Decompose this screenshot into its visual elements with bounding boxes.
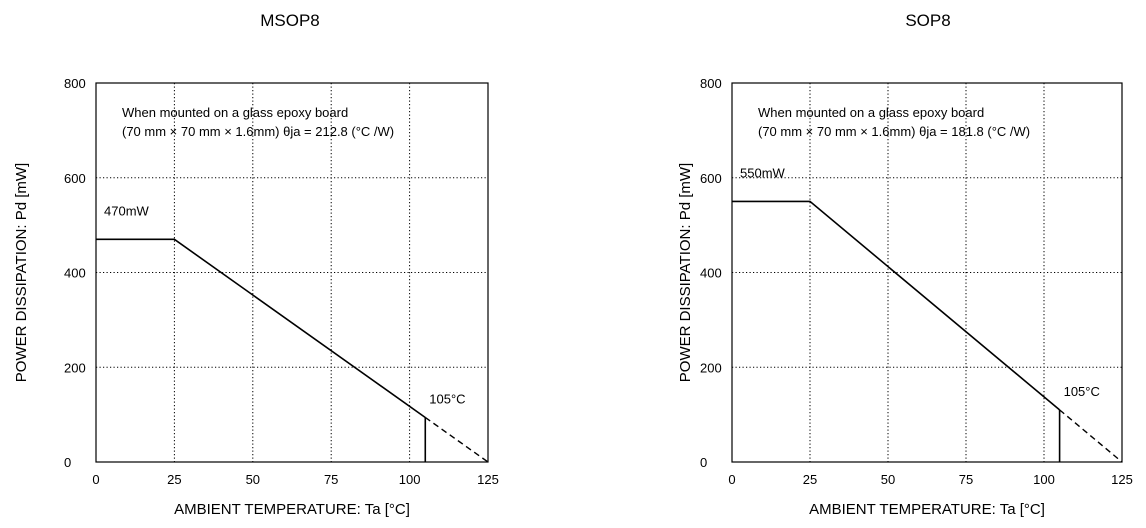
- y-tick-label: 0: [700, 455, 707, 470]
- x-tick-label: 25: [167, 472, 181, 487]
- gridlines: [732, 83, 1122, 462]
- x-tick-label: 75: [959, 472, 973, 487]
- chart-title: MSOP8: [260, 11, 320, 30]
- x-tick-label: 50: [246, 472, 260, 487]
- x-tick-label: 100: [399, 472, 421, 487]
- x-tick-label: 50: [881, 472, 895, 487]
- temperature-annotation: 105°C: [1064, 384, 1100, 399]
- x-axis-label: AMBIENT TEMPERATURE: Ta [°C]: [174, 501, 410, 518]
- y-axis-label: POWER DISSIPATION: Pd [mW]: [677, 163, 694, 382]
- x-tick-label: 125: [477, 472, 499, 487]
- y-tick-label: 800: [64, 76, 86, 91]
- derating-line: [96, 238, 426, 419]
- chart-title: SOP8: [905, 11, 950, 30]
- x-tick-label: 0: [728, 472, 735, 487]
- x-tick-label: 125: [1111, 472, 1133, 487]
- x-tick-label: 25: [803, 472, 817, 487]
- derating-line: [732, 200, 1061, 411]
- mounting-note-line1: When mounted on a glass epoxy board: [122, 105, 348, 120]
- y-tick-label: 0: [64, 455, 71, 470]
- plot-frame: [731, 82, 1123, 463]
- mounting-note-line2: (70 mm × 70 mm × 1.6mm) θja = 181.8 (°C …: [758, 124, 1030, 139]
- y-tick-label: 600: [700, 171, 722, 186]
- y-tick-label: 200: [64, 360, 86, 375]
- y-tick-label: 600: [64, 171, 86, 186]
- chart-msop8: MSOP8 0 200 400 600 800 0 25 50 75 100 125 AMBIENT T…: [13, 11, 499, 518]
- power-annotation: 470mW: [104, 203, 150, 218]
- chart-sop8: SOP8 0 200 400 600 800 0 25 50 75 100 125 AMBIENT TE…: [677, 11, 1133, 518]
- y-tick-label: 400: [700, 266, 722, 281]
- x-tick-label: 100: [1033, 472, 1055, 487]
- power-annotation: 550mW: [740, 165, 786, 180]
- x-tick-label: 75: [324, 472, 338, 487]
- derating-extension-dashed: [1059, 409, 1123, 463]
- x-tick-label: 0: [92, 472, 99, 487]
- x-axis-label: AMBIENT TEMPERATURE: Ta [°C]: [809, 501, 1045, 518]
- y-tick-label: 800: [700, 76, 722, 91]
- plot-frame: [95, 82, 489, 463]
- mounting-note-line1: When mounted on a glass epoxy board: [758, 105, 984, 120]
- y-tick-label: 400: [64, 266, 86, 281]
- gridlines: [96, 83, 488, 462]
- derating-extension-dashed: [424, 416, 489, 463]
- y-tick-label: 200: [700, 360, 722, 375]
- mounting-note-line2: (70 mm × 70 mm × 1.6mm) θja = 212.8 (°C …: [122, 124, 394, 139]
- y-axis-label: POWER DISSIPATION: Pd [mW]: [13, 163, 30, 382]
- temperature-annotation: 105°C: [429, 391, 465, 406]
